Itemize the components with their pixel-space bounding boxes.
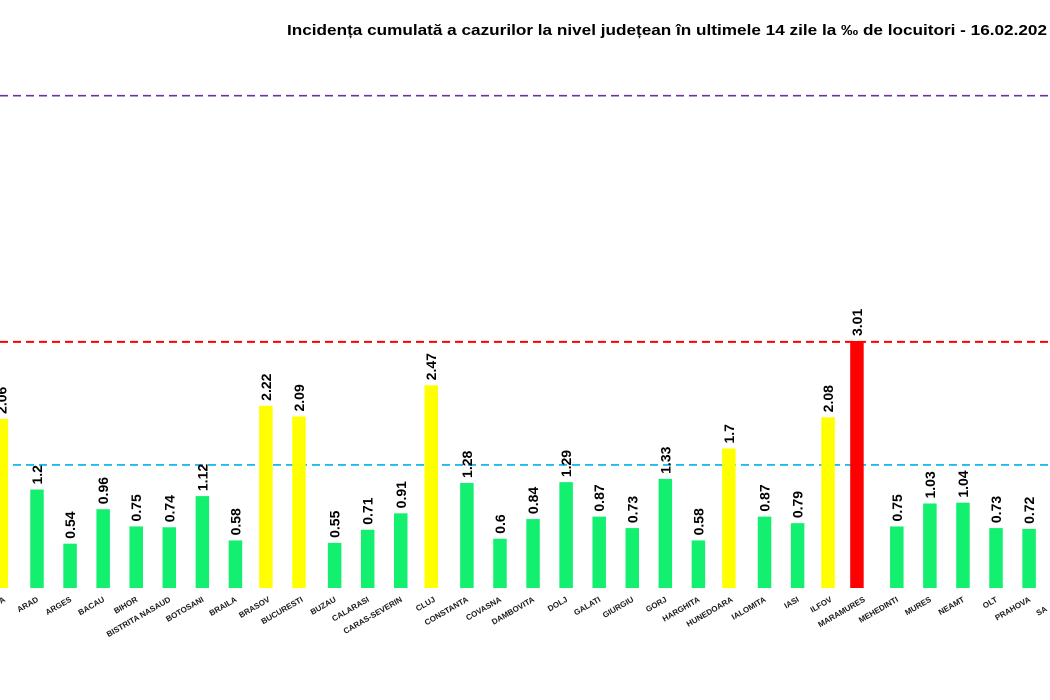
reference-lines [0, 94, 1050, 466]
bar-buzau [327, 542, 342, 588]
bar-botosani [195, 496, 210, 588]
bar-caras-severin [394, 513, 408, 588]
value-labels: 2.06 1.2 0.54 0.96 0.75 0.74 1.12 0.58 2.22 2.09 0… [0, 309, 1037, 539]
bar-a [0, 418, 9, 588]
bar-calarasi [360, 529, 375, 588]
bar-mehedinti [890, 526, 904, 588]
value-label: 1.12 [194, 464, 210, 491]
bar-bacau [96, 509, 110, 588]
value-label: 0.6 [492, 514, 508, 534]
bar-dambovita [526, 519, 540, 588]
value-label: 2.06 [0, 386, 9, 413]
chart-title: Incidența cumulată a cazurilor la nivel … [287, 22, 1047, 39]
bar-bistrita-nasaud [162, 527, 177, 588]
value-label: 0.73 [988, 496, 1004, 523]
value-label: 0.54 [62, 511, 78, 538]
bar-giurgiu [625, 528, 640, 588]
value-label: 0.96 [95, 477, 111, 504]
value-label: 0.72 [1021, 496, 1037, 523]
value-label: 2.47 [423, 353, 439, 380]
value-label: 0.74 [161, 495, 177, 522]
value-label: 0.75 [889, 494, 905, 521]
bar-harghita [691, 540, 706, 588]
bar-brasov [259, 405, 273, 588]
bar-cluj [424, 385, 438, 588]
value-label: 1.03 [922, 471, 938, 498]
value-label: 0.55 [327, 510, 343, 537]
value-label: 2.08 [820, 385, 836, 412]
value-label: 3.01 [849, 309, 865, 336]
value-label: 0.58 [690, 508, 706, 535]
value-label: 2.09 [291, 384, 307, 411]
bar-constanta [460, 482, 474, 588]
value-label: 0.91 [393, 481, 409, 508]
bar-iasi [790, 523, 805, 588]
value-label: 0.58 [227, 508, 243, 535]
bar-braila [228, 540, 243, 588]
value-label: 1.2 [29, 465, 45, 485]
bar-arad [30, 489, 44, 588]
bar-maramures [850, 340, 864, 588]
value-label: 0.75 [128, 494, 144, 521]
bar-prahova [1022, 528, 1036, 588]
bar-galati [592, 516, 606, 588]
bar-neamt [956, 502, 970, 588]
value-label: 2.22 [258, 373, 274, 400]
bar-dolj [559, 482, 573, 588]
value-label: 0.73 [624, 496, 640, 523]
value-label: 1.7 [721, 424, 737, 444]
value-label: 1.33 [657, 446, 673, 473]
bar-ialomita [757, 516, 772, 588]
bar-covasna [493, 538, 507, 588]
value-label: 1.04 [955, 470, 971, 497]
bar-olt [989, 528, 1003, 588]
bar-gorj [658, 478, 673, 588]
bars [0, 340, 1036, 588]
bar-mures [923, 503, 937, 588]
value-label: 0.84 [525, 487, 541, 514]
bar-hunedoara [722, 448, 736, 588]
value-label: 0.87 [591, 484, 607, 511]
value-label: 0.79 [790, 491, 806, 518]
bar-bihor [129, 526, 143, 588]
value-label: 1.29 [558, 450, 574, 477]
value-label: 0.71 [360, 497, 376, 524]
value-label: 0.87 [757, 484, 773, 511]
value-label: 1.28 [459, 451, 475, 478]
category-label: A [0, 595, 7, 606]
bar-bucuresti [292, 416, 306, 588]
bar-ilfov [821, 417, 835, 588]
bar-arges [63, 543, 77, 588]
